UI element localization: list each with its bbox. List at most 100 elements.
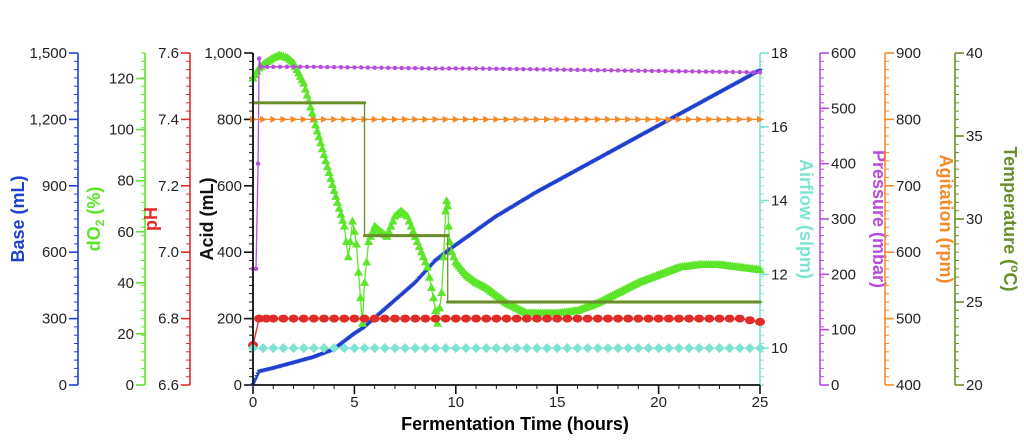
data-point <box>623 314 634 323</box>
data-point <box>349 226 359 235</box>
y-tick-label-acid: 800 <box>217 111 242 128</box>
data-point <box>381 115 389 123</box>
data-point <box>483 115 491 123</box>
data-point <box>446 234 450 238</box>
data-point <box>462 115 470 123</box>
data-point <box>430 314 441 323</box>
data-point <box>300 115 308 123</box>
data-point <box>325 64 330 70</box>
data-point <box>757 115 764 123</box>
data-point <box>594 115 602 123</box>
data-point <box>686 115 694 123</box>
data-point <box>352 65 357 70</box>
data-point <box>333 197 342 206</box>
data-point <box>268 314 279 323</box>
data-point <box>704 314 715 323</box>
series-pressure <box>250 56 763 271</box>
data-point <box>327 179 337 188</box>
data-point <box>419 66 425 71</box>
data-point <box>534 67 540 72</box>
data-point <box>511 343 522 354</box>
y-tick-label-do2: 120 <box>109 71 134 88</box>
data-point <box>389 314 400 323</box>
y-tick-label-base: 0 <box>59 377 67 394</box>
data-point <box>521 314 532 323</box>
data-point <box>696 115 704 123</box>
data-point <box>507 66 513 72</box>
y-tick-label-ph: 6.6 <box>158 377 179 394</box>
data-point <box>501 314 512 323</box>
data-point <box>467 66 472 71</box>
data-point <box>258 64 264 70</box>
data-point <box>444 221 454 230</box>
data-point <box>531 314 542 323</box>
data-point <box>318 314 329 323</box>
data-point <box>311 120 321 129</box>
data-point <box>694 314 705 323</box>
data-point <box>339 314 350 323</box>
data-point <box>471 343 482 354</box>
data-point <box>582 343 593 354</box>
data-point <box>503 115 511 123</box>
data-point <box>440 314 451 323</box>
data-point <box>302 90 312 99</box>
data-point <box>755 343 765 354</box>
y-axis-acid: 0 200 400 600 800 1,000 Acid (mL) <box>197 45 254 394</box>
data-point <box>308 314 319 323</box>
data-point <box>362 257 372 266</box>
data-point <box>655 115 663 123</box>
data-point <box>487 66 492 71</box>
y-tick-label-acid: 200 <box>217 311 242 328</box>
data-point <box>386 65 391 71</box>
data-point <box>513 115 521 123</box>
data-point <box>402 115 410 123</box>
data-point <box>430 343 441 354</box>
data-point <box>523 115 531 123</box>
y-axis-title-acid: Acid (mL) <box>197 177 217 260</box>
y-tick-label-ph: 7.4 <box>158 111 179 128</box>
y-axis-title-pressure: Pressure (mbar) <box>869 150 889 288</box>
data-point <box>353 267 363 276</box>
data-point <box>706 115 714 123</box>
data-point <box>406 65 411 71</box>
data-point <box>582 67 587 73</box>
data-point <box>364 236 374 245</box>
data-point <box>372 65 377 70</box>
data-point <box>473 115 481 123</box>
x-tick-label: 20 <box>650 394 667 411</box>
data-point <box>331 191 341 200</box>
data-point <box>755 265 765 274</box>
data-point <box>724 69 729 75</box>
data-point <box>264 64 270 70</box>
y-tick-label-agitation: 600 <box>896 244 921 261</box>
series-temperature <box>251 101 762 304</box>
data-point <box>471 314 482 323</box>
y-tick-label-pressure: 600 <box>831 45 856 62</box>
data-point <box>696 69 702 74</box>
y-tick-label-airflow: 18 <box>771 45 788 62</box>
data-point <box>341 115 349 123</box>
data-point <box>665 115 673 123</box>
data-point <box>533 115 541 123</box>
data-point <box>412 115 420 123</box>
y-axis-base: 0 300 600 900 1,200 1,500 Base (mL) <box>8 45 79 394</box>
data-point <box>316 138 326 147</box>
data-point <box>379 314 390 323</box>
data-point <box>755 317 765 326</box>
data-point <box>439 252 449 261</box>
data-point <box>643 314 654 323</box>
y-tick-label-do2: 60 <box>117 224 134 241</box>
data-point <box>592 314 603 323</box>
data-point <box>633 343 644 354</box>
y-axis-airflow: 10 12 14 16 18 Airflow (slpm) <box>759 45 816 386</box>
data-point <box>362 101 367 105</box>
data-point <box>615 115 623 123</box>
y-tick-label-airflow: 10 <box>771 340 788 357</box>
y-tick-label-base: 1,500 <box>29 45 67 62</box>
y-tick-label-base: 600 <box>42 244 67 261</box>
data-point <box>716 115 724 123</box>
data-point <box>345 65 350 70</box>
data-point <box>625 115 633 123</box>
data-point <box>582 314 593 323</box>
data-point <box>453 66 458 71</box>
